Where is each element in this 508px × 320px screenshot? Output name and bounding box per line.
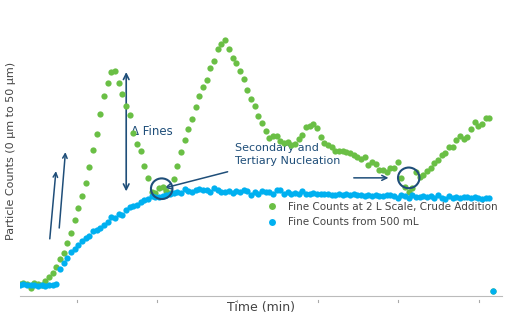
Text: Δ Fines: Δ Fines: [131, 125, 173, 138]
X-axis label: Time (min): Time (min): [227, 301, 295, 315]
Text: Secondary and
Tertiary Nucleation: Secondary and Tertiary Nucleation: [235, 143, 340, 166]
Y-axis label: Particle Counts (0 µm to 50 µm): Particle Counts (0 µm to 50 µm): [6, 62, 16, 240]
Legend: Fine Counts at 2 L Scale, Crude Addition, Fine Counts from 500 mL: Fine Counts at 2 L Scale, Crude Addition…: [262, 202, 497, 227]
